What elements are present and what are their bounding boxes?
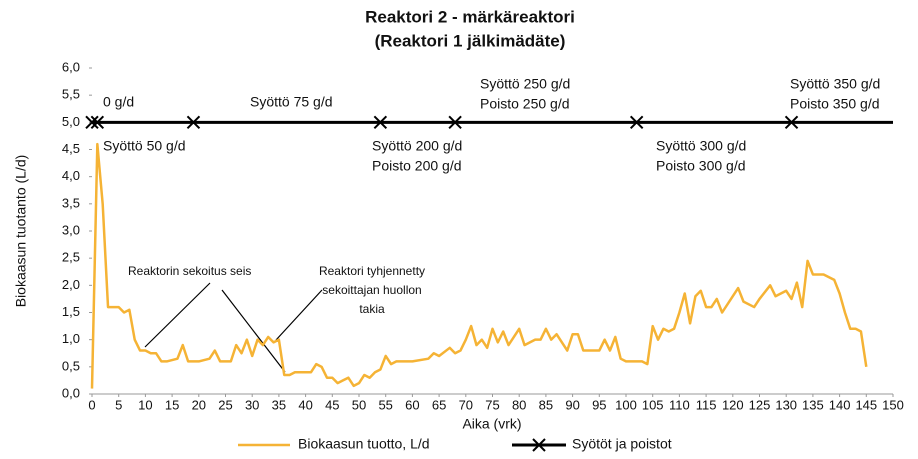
legend-label: Syötöt ja poistot <box>572 436 672 452</box>
x-tick-label: 110 <box>669 397 690 412</box>
legend-label: Biokaasun tuotto, L/d <box>298 436 430 452</box>
y-tick-label: 3,0 <box>62 222 80 237</box>
feed-marker <box>85 115 99 130</box>
annotation: 0 g/d <box>103 94 134 110</box>
y-tick-label: 5,0 <box>62 114 80 129</box>
y-tick-label: 1,0 <box>62 331 80 346</box>
y-axis-label: Biokaasun tuotanto (L/d) <box>13 155 29 308</box>
x-tick-label: 70 <box>459 397 473 412</box>
x-tick-label: 5 <box>115 397 122 412</box>
x-tick-label: 105 <box>642 397 664 412</box>
y-tick-label: 4,0 <box>62 168 80 183</box>
chart-title: Reaktori 2 - märkäreaktori <box>365 7 575 26</box>
annotation: Syöttö 50 g/d <box>103 138 186 154</box>
annotation: Reaktorin sekoitus seis <box>128 264 251 278</box>
y-tick-label: 1,5 <box>62 304 80 319</box>
annotation: Syöttö 200 g/d <box>372 138 462 154</box>
leader-line <box>221 289 286 373</box>
y-tick-label: 4,5 <box>62 141 80 156</box>
x-tick-label: 55 <box>378 397 392 412</box>
x-tick-label: 40 <box>298 397 312 412</box>
x-tick-label: 25 <box>218 397 232 412</box>
x-tick-label: 15 <box>165 397 179 412</box>
x-tick-label: 125 <box>749 397 771 412</box>
x-tick-label: 45 <box>325 397 339 412</box>
feed-marker <box>784 115 799 130</box>
x-tick-label: 150 <box>882 397 904 412</box>
y-tick-label: 2,0 <box>62 277 80 292</box>
x-axis-label: Aika (vrk) <box>462 416 521 432</box>
y-tick-label: 0,0 <box>62 385 80 400</box>
y-tick-label: 3,5 <box>62 195 80 210</box>
leader-line <box>144 282 211 348</box>
y-tick-label: 2,5 <box>62 250 80 265</box>
x-tick-label: 95 <box>592 397 606 412</box>
x-tick-label: 90 <box>565 397 579 412</box>
legend-marker <box>532 438 546 452</box>
x-tick-label: 30 <box>245 397 259 412</box>
x-tick-label: 20 <box>192 397 206 412</box>
x-tick-label: 65 <box>432 397 446 412</box>
y-tick-label: 0,5 <box>62 358 80 373</box>
annotation: Syöttö 75 g/d <box>250 94 333 110</box>
x-tick-label: 135 <box>802 397 824 412</box>
x-tick-label: 10 <box>138 397 152 412</box>
x-tick-label: 35 <box>272 397 286 412</box>
annotation: takia <box>359 302 385 316</box>
annotation: Poisto 350 g/d <box>790 96 880 112</box>
y-tick-label: 6,0 <box>62 59 80 74</box>
feed-marker <box>90 115 105 130</box>
annotation: Poisto 300 g/d <box>656 158 746 174</box>
x-tick-label: 80 <box>512 397 526 412</box>
feed-marker <box>629 115 644 130</box>
x-tick-label: 60 <box>405 397 419 412</box>
x-tick-label: 145 <box>855 397 877 412</box>
annotation: sekoittajan huollon <box>322 283 421 297</box>
x-tick-label: 50 <box>352 397 366 412</box>
x-tick-label: 120 <box>722 397 744 412</box>
chart-subtitle: (Reaktori 1 jälkimädäte) <box>375 31 566 50</box>
x-tick-label: 75 <box>485 397 499 412</box>
x-tick-label: 85 <box>539 397 553 412</box>
data-line <box>90 142 868 389</box>
annotation: Syöttö 250 g/d <box>480 76 570 92</box>
annotation: Poisto 250 g/d <box>480 96 570 112</box>
annotation: Syöttö 300 g/d <box>656 138 746 154</box>
annotation: Poisto 200 g/d <box>372 158 462 174</box>
x-tick-label: 0 <box>88 397 95 412</box>
annotation: Reaktori tyhjennetty <box>319 264 425 278</box>
x-tick-label: 115 <box>696 397 717 412</box>
feed-marker <box>448 115 462 130</box>
x-tick-label: 100 <box>615 397 637 412</box>
x-tick-label: 140 <box>829 397 851 412</box>
feed-marker <box>186 115 201 130</box>
leader-line <box>275 289 323 341</box>
y-tick-label: 5,5 <box>62 87 80 102</box>
x-tick-label: 130 <box>775 397 797 412</box>
feed-marker <box>373 115 388 130</box>
annotation: Syöttö 350 g/d <box>790 76 880 92</box>
